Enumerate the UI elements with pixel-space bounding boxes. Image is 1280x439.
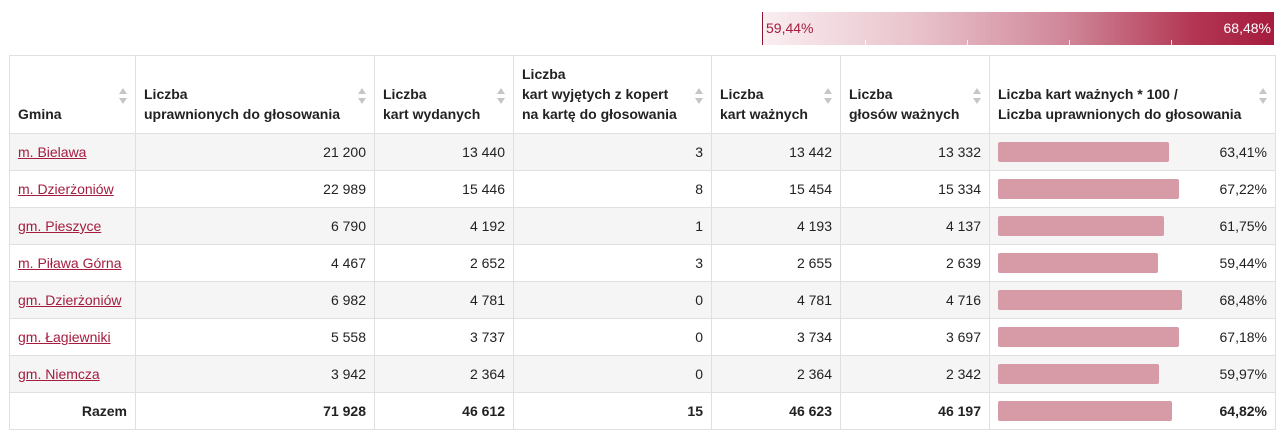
column-header-uprawnionych[interactable]: Liczba uprawnionych do głosowania: [135, 55, 375, 134]
percent-bar: [998, 401, 1173, 421]
results-table: Gmina Liczba uprawnionych do głosowania …: [9, 55, 1276, 430]
percent-bar: [998, 216, 1165, 236]
cell-uprawnionych: 3 942: [135, 355, 375, 393]
table-row: gm. Dzierżoniów 6 982 4 781 0 4 781 4 71…: [9, 281, 1276, 319]
total-waznych-glosow: 46 197: [840, 392, 990, 430]
total-uprawnionych: 71 928: [135, 392, 375, 430]
cell-waznych-kart: 15 454: [711, 170, 841, 208]
legend-tick: [1171, 40, 1172, 45]
cell-waznych-glosow: 2 342: [840, 355, 990, 393]
cell-waznych-kart: 2 655: [711, 244, 841, 282]
sort-icon[interactable]: [824, 88, 832, 104]
sort-icon[interactable]: [358, 88, 366, 104]
cell-waznych-kart: 4 781: [711, 281, 841, 319]
percent-bar: [998, 142, 1169, 162]
percent-label: 67,22%: [1219, 181, 1267, 197]
cell-waznych-kart: 4 193: [711, 207, 841, 245]
percent-bar: [998, 290, 1183, 310]
cell-wydanych: 3 737: [374, 318, 514, 356]
cell-wydanych: 2 364: [374, 355, 514, 393]
legend-tick: [967, 40, 968, 45]
total-waznych-kart: 46 623: [711, 392, 841, 430]
cell-waznych-kart: 2 364: [711, 355, 841, 393]
table-row: m. Dzierżoniów 22 989 15 446 8 15 454 15…: [9, 170, 1276, 208]
percent-label: 59,97%: [1219, 366, 1267, 382]
cell-waznych-glosow: 4 716: [840, 281, 990, 319]
gmina-link[interactable]: m. Bielawa: [18, 144, 87, 160]
cell-uprawnionych: 22 989: [135, 170, 375, 208]
column-header-kart-waznych[interactable]: Liczba kart ważnych: [711, 55, 841, 134]
total-wyjetych: 15: [513, 392, 712, 430]
cell-wyjetych: 8: [513, 170, 712, 208]
legend-tick: [1069, 40, 1070, 45]
cell-uprawnionych: 6 790: [135, 207, 375, 245]
percent-bar: [998, 179, 1179, 199]
cell-waznych-glosow: 3 697: [840, 318, 990, 356]
column-header-procent[interactable]: Liczba kart ważnych * 100 / Liczba upraw…: [989, 55, 1276, 134]
table-row: gm. Łagiewniki 5 558 3 737 0 3 734 3 697…: [9, 318, 1276, 356]
cell-wyjetych: 3: [513, 244, 712, 282]
legend-min-label: 59,44%: [766, 20, 814, 36]
cell-waznych-glosow: 4 137: [840, 207, 990, 245]
cell-wyjetych: 1: [513, 207, 712, 245]
cell-waznych-kart: 3 734: [711, 318, 841, 356]
cell-waznych-glosow: 13 332: [840, 133, 990, 171]
cell-wyjetych: 0: [513, 281, 712, 319]
table-row: gm. Niemcza 3 942 2 364 0 2 364 2 342 59…: [9, 355, 1276, 393]
cell-wydanych: 15 446: [374, 170, 514, 208]
gmina-link[interactable]: m. Piława Górna: [18, 255, 122, 271]
gmina-link[interactable]: gm. Niemcza: [18, 366, 100, 382]
gmina-link[interactable]: m. Dzierżoniów: [18, 181, 114, 197]
cell-wydanych: 4 781: [374, 281, 514, 319]
sort-icon[interactable]: [1259, 88, 1267, 104]
percent-label: 59,44%: [1219, 255, 1267, 271]
cell-wyjetych: 3: [513, 133, 712, 171]
cell-waznych-glosow: 2 639: [840, 244, 990, 282]
column-header-glosow-waznych[interactable]: Liczba głosów ważnych: [840, 55, 990, 134]
cell-wyjetych: 0: [513, 355, 712, 393]
gmina-link[interactable]: gm. Łagiewniki: [18, 329, 111, 345]
color-scale-legend: 59,44% 68,48%: [762, 12, 1274, 45]
column-header-gmina[interactable]: Gmina: [9, 55, 136, 134]
total-wydanych: 46 612: [374, 392, 514, 430]
cell-wydanych: 2 652: [374, 244, 514, 282]
column-header-kart-wydanych[interactable]: Liczba kart wydanych: [374, 55, 514, 134]
percent-bar: [998, 253, 1158, 273]
cell-uprawnionych: 5 558: [135, 318, 375, 356]
sort-icon[interactable]: [973, 88, 981, 104]
percent-bar: [998, 327, 1179, 347]
cell-waznych-kart: 13 442: [711, 133, 841, 171]
total-row: Razem 71 928 46 612 15 46 623 46 197 64,…: [9, 392, 1276, 430]
table-row: m. Bielawa 21 200 13 440 3 13 442 13 332…: [9, 133, 1276, 171]
cell-waznych-glosow: 15 334: [840, 170, 990, 208]
percent-label: 68,48%: [1219, 292, 1267, 308]
legend-tick: [865, 40, 866, 45]
cell-wydanych: 13 440: [374, 133, 514, 171]
header-row: Gmina Liczba uprawnionych do głosowania …: [9, 55, 1276, 134]
percent-label: 67,18%: [1219, 329, 1267, 345]
cell-uprawnionych: 6 982: [135, 281, 375, 319]
cell-uprawnionych: 4 467: [135, 244, 375, 282]
percent-label: 64,82%: [1219, 403, 1267, 419]
total-label: Razem: [9, 392, 136, 430]
column-header-kart-wyjetych[interactable]: Liczba kart wyjętych z kopert na kartę d…: [513, 55, 712, 134]
gmina-link[interactable]: gm. Pieszyce: [18, 218, 102, 234]
sort-icon[interactable]: [497, 88, 505, 104]
table-row: gm. Pieszyce 6 790 4 192 1 4 193 4 137 6…: [9, 207, 1276, 245]
cell-uprawnionych: 21 200: [135, 133, 375, 171]
cell-wyjetych: 0: [513, 318, 712, 356]
cell-wydanych: 4 192: [374, 207, 514, 245]
legend-max-label: 68,48%: [1223, 20, 1271, 36]
gmina-link[interactable]: gm. Dzierżoniów: [18, 292, 122, 308]
percent-bar: [998, 364, 1160, 384]
sort-icon[interactable]: [119, 88, 127, 104]
sort-icon[interactable]: [695, 88, 703, 104]
table-row: m. Piława Górna 4 467 2 652 3 2 655 2 63…: [9, 244, 1276, 282]
percent-label: 63,41%: [1219, 144, 1267, 160]
percent-label: 61,75%: [1219, 218, 1267, 234]
